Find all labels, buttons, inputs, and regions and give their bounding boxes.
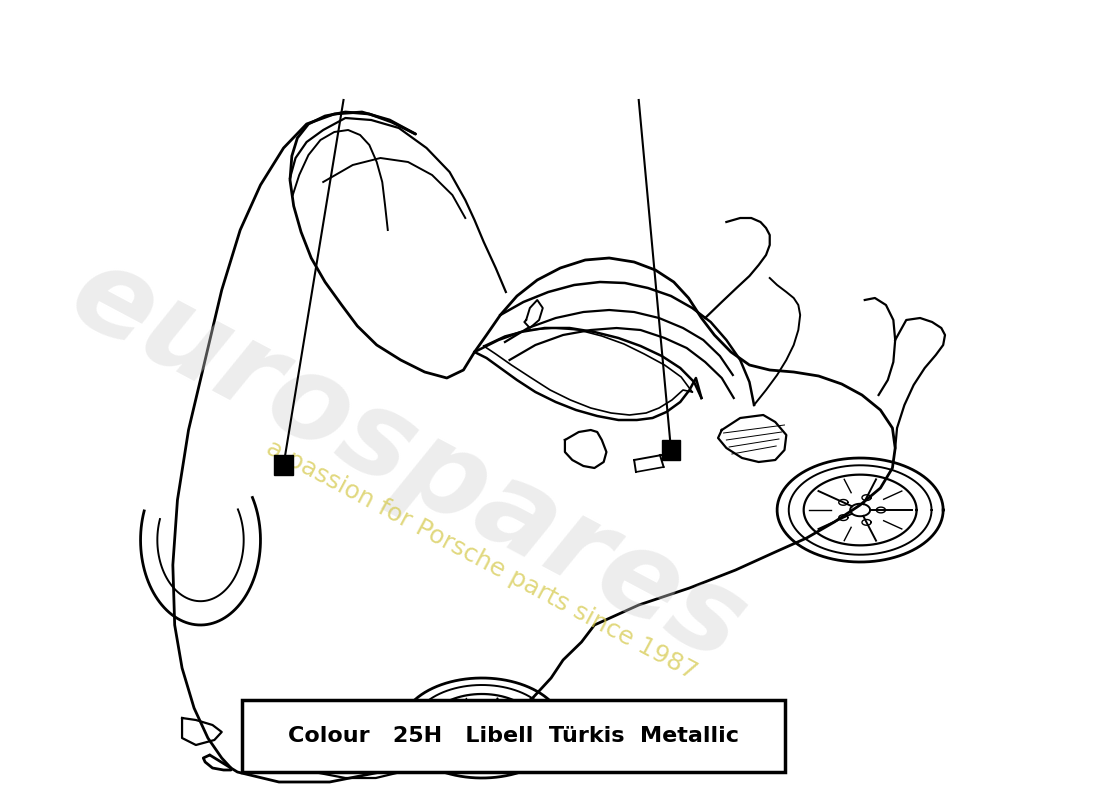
Text: a passion for Porsche parts since 1987: a passion for Porsche parts since 1987 [263, 436, 702, 684]
Bar [274, 455, 293, 475]
FancyBboxPatch shape [242, 700, 785, 772]
Text: Colour   25H   Libell  Türkis  Metallic: Colour 25H Libell Türkis Metallic [288, 726, 739, 746]
Text: eurospares: eurospares [52, 234, 764, 686]
Bar [662, 440, 680, 460]
